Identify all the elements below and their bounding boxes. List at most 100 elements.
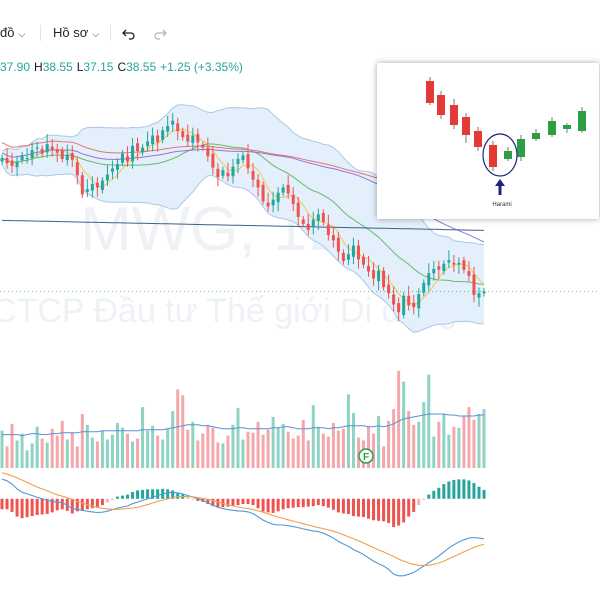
macd-histogram-bar (50, 498, 54, 513)
ma-20-line (1, 143, 485, 285)
macd-histogram-bar (266, 498, 270, 513)
macd-histogram-bar (0, 498, 4, 510)
candle-body (40, 148, 44, 154)
macd-histogram-bar (256, 498, 260, 509)
candle-body (407, 295, 411, 306)
macd-histogram-bar (90, 498, 94, 509)
candle-body (246, 154, 250, 169)
candle-body (161, 130, 165, 140)
macd-histogram-bar (176, 492, 180, 499)
volume-bar (206, 424, 210, 468)
low-value: 37.15 (83, 60, 114, 74)
macd-histogram-bar (196, 498, 200, 501)
undo-button[interactable] (122, 18, 136, 48)
volume-bar (186, 429, 190, 468)
harami-label: Harami (492, 202, 512, 208)
volume-bar (296, 435, 300, 468)
volume-bar (331, 422, 335, 468)
candle-body (75, 162, 79, 176)
volume-bar (226, 435, 230, 468)
candle-body (50, 146, 54, 150)
volume-bar (447, 434, 451, 468)
candle-body (186, 134, 190, 142)
volume-bar (5, 446, 9, 468)
volume-bar (181, 395, 185, 468)
macd-histogram-bar (55, 498, 59, 511)
candle-body (291, 194, 295, 204)
macd-histogram-bar (251, 498, 255, 506)
volume-bar (151, 425, 155, 468)
candle-body (422, 282, 426, 293)
volume-bar (55, 435, 59, 468)
chart-type-label: đồ (0, 25, 15, 40)
macd-histogram-bar (156, 489, 160, 499)
profile-dropdown[interactable]: Hồ sơ ⌵ (53, 18, 99, 48)
volume-bar (246, 431, 250, 468)
volume-bar (452, 426, 456, 468)
candle-body (5, 158, 9, 164)
candle-body (136, 143, 140, 152)
volume-bar (156, 435, 160, 468)
macd-histogram-bar (166, 489, 170, 499)
volume-bar (236, 408, 240, 468)
top-toolbar: đồ ⌵ Hồ sơ ⌵ (0, 18, 600, 48)
high-key: H (34, 60, 43, 74)
macd-histogram-bar (321, 498, 325, 507)
candle-body (131, 145, 135, 162)
candle-body (151, 135, 155, 145)
macd-histogram-bar (231, 498, 235, 506)
volume-bar (271, 416, 275, 468)
candle-body (356, 245, 360, 260)
volume-bar (110, 434, 114, 468)
volume-bar (30, 443, 34, 468)
candle-body (216, 168, 220, 178)
volume-bar (60, 420, 64, 468)
candle-body (55, 149, 59, 153)
candle-body (10, 160, 14, 166)
harami-arrow-icon (495, 179, 505, 195)
macd-histogram-bar (432, 490, 436, 499)
candle-body (346, 254, 350, 260)
macd-histogram-bar (422, 498, 426, 500)
volume-ma-line (2, 413, 484, 437)
chart-type-dropdown[interactable]: đồ ⌵ (0, 18, 25, 48)
volume-bar (20, 433, 24, 468)
volume-bar (10, 423, 14, 468)
event-marker[interactable]: F (358, 448, 374, 464)
macd-histogram-bar (377, 498, 381, 521)
volume-bar (402, 381, 406, 468)
candle-body (201, 145, 205, 148)
macd-histogram-bar (306, 498, 310, 507)
candle-body (296, 202, 300, 217)
volume-bar (377, 415, 381, 468)
volume-bar (15, 440, 19, 468)
candle-body (95, 182, 99, 188)
candle-body (141, 147, 145, 153)
macd-histogram-bar (387, 498, 391, 523)
macd-histogram-bar (402, 498, 406, 523)
macd-histogram-bar (141, 489, 145, 499)
candle-body (45, 144, 49, 153)
inset-candle-body (437, 95, 445, 115)
macd-histogram-bar (447, 481, 451, 499)
volume-bar (482, 409, 486, 468)
candle-body (206, 147, 210, 157)
macd-histogram-bar (211, 498, 215, 507)
candle-body (427, 273, 431, 286)
macd-histogram-bar (75, 498, 79, 512)
candle-body (372, 270, 376, 279)
volume-bar (316, 426, 320, 468)
volume-bar (216, 442, 220, 468)
macd-histogram-bar (261, 498, 265, 512)
redo-button[interactable] (153, 18, 167, 48)
macd-histogram-bar (60, 498, 64, 510)
macd-histogram-bar (316, 498, 320, 506)
candle-body (271, 199, 275, 206)
candle-body (341, 252, 345, 262)
volume-bar (75, 446, 79, 468)
candle-body (351, 245, 355, 257)
volume-bar (397, 370, 401, 468)
candle-body (25, 158, 29, 159)
inset-candle-body (489, 145, 497, 167)
